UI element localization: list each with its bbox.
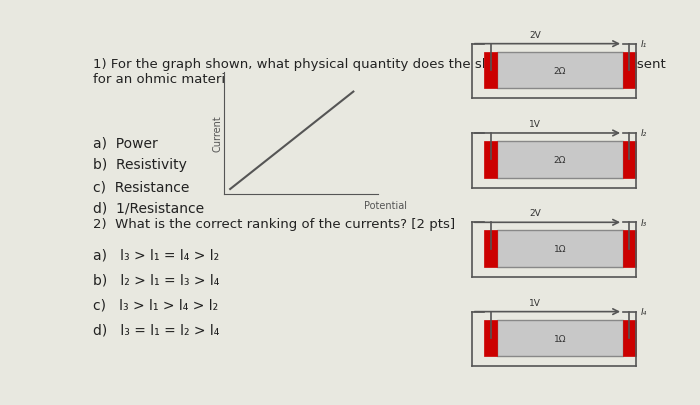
Bar [623,320,636,356]
Text: b)  Resistivity: b) Resistivity [93,158,187,172]
Text: I₃: I₃ [640,218,647,227]
Bar [484,142,497,178]
Text: 1V: 1V [529,119,540,128]
X-axis label: Potential: Potential [364,200,407,211]
Text: a)  Power: a) Power [93,136,158,150]
Text: I₄: I₄ [640,307,647,316]
Text: b)   l₂ > l₁ = l₃ > l₄: b) l₂ > l₁ = l₃ > l₄ [93,273,219,287]
Text: 1) For the graph shown, what physical quantity does the slope of the graph repre: 1) For the graph shown, what physical qu… [93,58,666,86]
Text: I₂: I₂ [640,129,647,138]
Text: 1Ω: 1Ω [554,245,566,254]
Bar [623,53,636,89]
Bar [497,142,623,178]
Text: a)   l₃ > l₁ = l₄ > l₂: a) l₃ > l₁ = l₄ > l₂ [93,248,219,262]
Bar [623,142,636,178]
Text: 2Ω: 2Ω [554,156,566,164]
Text: 2)  What is the correct ranking of the currents? [2 pts]: 2) What is the correct ranking of the cu… [93,217,455,230]
Bar [497,231,623,267]
Bar [497,320,623,356]
Bar [484,53,497,89]
Y-axis label: Current: Current [213,115,223,152]
Text: c)  Resistance: c) Resistance [93,179,189,194]
Text: d)  1/Resistance: d) 1/Resistance [93,201,204,215]
Text: d)   l₃ = l₁ = l₂ > l₄: d) l₃ = l₁ = l₂ > l₄ [93,323,219,337]
Text: 2Ω: 2Ω [554,66,566,75]
Text: 2V: 2V [529,30,540,39]
Bar [484,320,497,356]
Bar [623,231,636,267]
Bar [484,231,497,267]
Text: 2V: 2V [529,209,540,217]
Text: 1Ω: 1Ω [554,334,566,343]
Text: c)   l₃ > l₁ > l₄ > l₂: c) l₃ > l₁ > l₄ > l₂ [93,298,218,312]
Text: 1V: 1V [529,298,540,307]
Text: I₁: I₁ [640,40,647,49]
Bar [497,53,623,89]
